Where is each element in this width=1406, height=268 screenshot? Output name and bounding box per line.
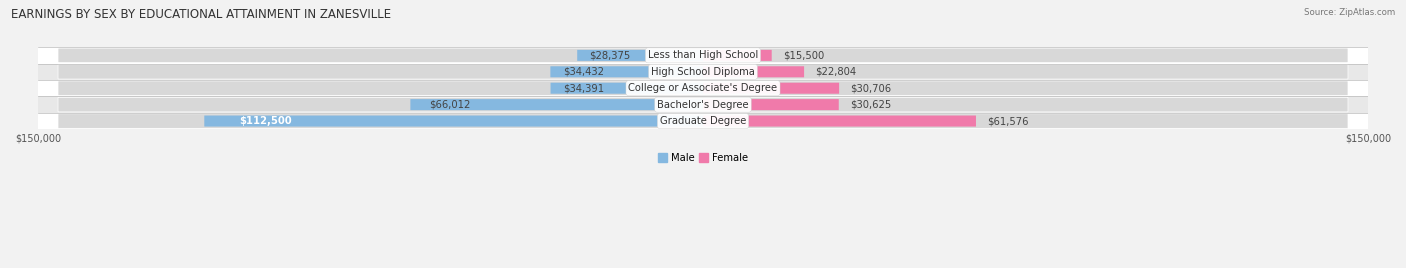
Bar <box>38 47 1368 64</box>
FancyBboxPatch shape <box>411 99 703 110</box>
Text: $22,804: $22,804 <box>815 67 856 77</box>
Text: $112,500: $112,500 <box>239 116 292 126</box>
Text: $34,432: $34,432 <box>564 67 605 77</box>
FancyBboxPatch shape <box>58 114 1348 128</box>
Text: $66,012: $66,012 <box>429 100 470 110</box>
Text: High School Diploma: High School Diploma <box>651 67 755 77</box>
FancyBboxPatch shape <box>578 50 703 61</box>
FancyBboxPatch shape <box>703 83 839 94</box>
Text: Graduate Degree: Graduate Degree <box>659 116 747 126</box>
Text: $30,706: $30,706 <box>851 83 891 93</box>
Text: Source: ZipAtlas.com: Source: ZipAtlas.com <box>1303 8 1395 17</box>
FancyBboxPatch shape <box>703 66 804 77</box>
FancyBboxPatch shape <box>703 50 772 61</box>
Text: College or Associate's Degree: College or Associate's Degree <box>628 83 778 93</box>
Text: $30,625: $30,625 <box>849 100 891 110</box>
FancyBboxPatch shape <box>703 116 976 126</box>
FancyBboxPatch shape <box>58 65 1348 79</box>
Text: EARNINGS BY SEX BY EDUCATIONAL ATTAINMENT IN ZANESVILLE: EARNINGS BY SEX BY EDUCATIONAL ATTAINMEN… <box>11 8 391 21</box>
FancyBboxPatch shape <box>58 97 1348 112</box>
Bar <box>38 64 1368 80</box>
Text: $34,391: $34,391 <box>564 83 605 93</box>
Text: $61,576: $61,576 <box>987 116 1029 126</box>
Text: $15,500: $15,500 <box>783 50 824 60</box>
Text: Bachelor's Degree: Bachelor's Degree <box>657 100 749 110</box>
FancyBboxPatch shape <box>703 99 839 110</box>
FancyBboxPatch shape <box>551 83 703 94</box>
Bar <box>38 96 1368 113</box>
Bar <box>38 80 1368 96</box>
Text: Less than High School: Less than High School <box>648 50 758 60</box>
Legend: Male, Female: Male, Female <box>654 149 752 167</box>
FancyBboxPatch shape <box>58 48 1348 63</box>
FancyBboxPatch shape <box>58 81 1348 95</box>
Bar <box>38 113 1368 129</box>
Text: $28,375: $28,375 <box>589 50 630 60</box>
FancyBboxPatch shape <box>550 66 703 77</box>
FancyBboxPatch shape <box>204 116 703 126</box>
